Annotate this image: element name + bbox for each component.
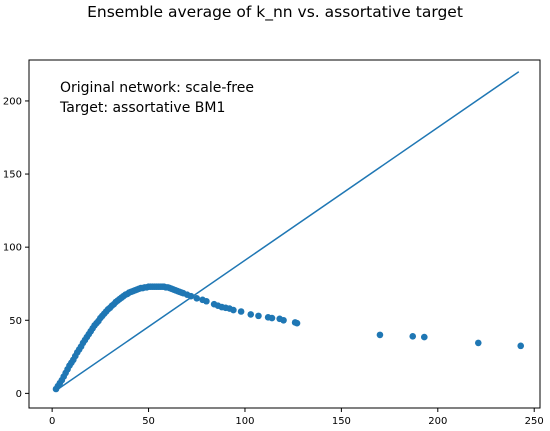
- x-tick-label: 250: [525, 416, 544, 427]
- x-tick-label: 200: [428, 416, 447, 427]
- scatter-point: [230, 306, 237, 314]
- scatter-point: [280, 316, 287, 324]
- y-tick-label: 100: [3, 243, 22, 254]
- scatter-point: [187, 292, 195, 300]
- y-tick-label: 150: [3, 170, 22, 181]
- reference-line: [55, 71, 520, 392]
- chart-title: Ensemble average of k_nn vs. assortative…: [87, 3, 463, 21]
- y-tick-label: 50: [9, 316, 22, 327]
- x-tick-label: 50: [142, 416, 155, 427]
- axes-frame: [28, 59, 541, 409]
- annotation-target: Target: assortative BM1: [59, 100, 225, 116]
- scatter-point: [268, 314, 276, 322]
- scatter-point: [293, 319, 301, 327]
- x-tick-label: 0: [49, 416, 55, 427]
- y-tick-label: 200: [3, 96, 22, 107]
- data-marks: [52, 71, 525, 393]
- scatter-point: [203, 297, 210, 305]
- x-tick-label: 150: [332, 416, 351, 427]
- scatter-point: [409, 333, 417, 340]
- scatter-point: [237, 308, 245, 315]
- y-tick-label: 0: [16, 389, 22, 400]
- annotation-original-network: Original network: scale-free: [60, 80, 254, 96]
- axes: 0 50 100 150 200 250 0 50 100 150 200: [3, 59, 544, 427]
- scatter-point: [247, 311, 255, 318]
- scatter-point: [376, 331, 384, 339]
- scatter-point: [474, 339, 482, 347]
- x-tick-label: 100: [235, 416, 254, 427]
- scatter-point: [255, 312, 262, 320]
- scatter-point: [421, 333, 428, 341]
- scatter-point: [517, 342, 525, 350]
- scatter-point: [193, 295, 201, 302]
